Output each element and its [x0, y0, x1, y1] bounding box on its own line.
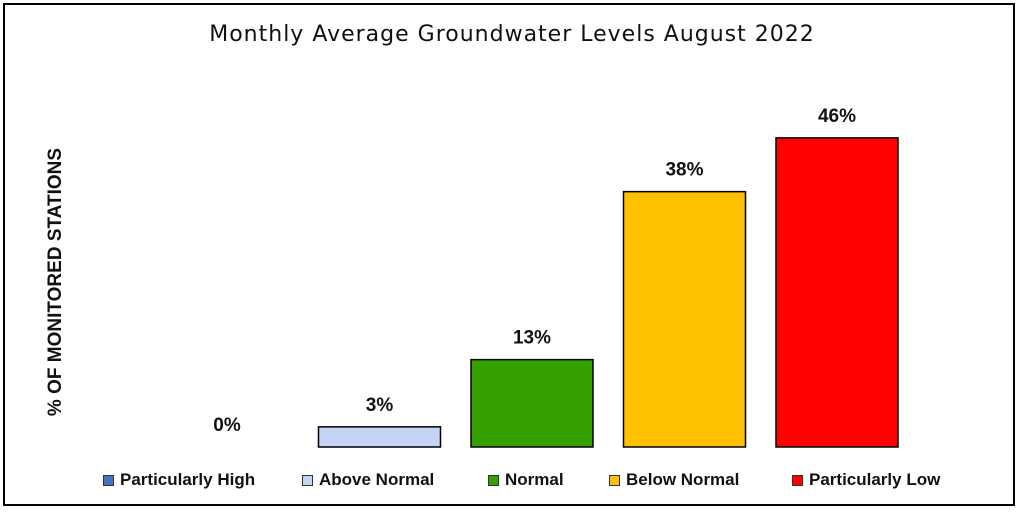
- chart-title: Monthly Average Groundwater Levels Augus…: [209, 22, 815, 47]
- legend-item-normal: Normal: [488, 470, 564, 490]
- legend-item-particularly-low: Particularly Low: [792, 470, 940, 490]
- bar-below-normal: [622, 190, 747, 448]
- legend-swatch: [302, 474, 313, 486]
- data-label-particularly-high: 0%: [213, 415, 241, 436]
- data-label-normal: 13%: [513, 328, 551, 349]
- legend-item-below-normal: Below Normal: [609, 470, 739, 490]
- data-label-below-normal: 38%: [665, 160, 703, 181]
- legend-label: Above Normal: [319, 470, 435, 489]
- bar-above-normal: [317, 426, 442, 448]
- legend-swatch: [792, 474, 803, 486]
- legend-label: Below Normal: [626, 470, 740, 489]
- legend-label: Particularly Low: [809, 470, 941, 489]
- legend: Particularly High Above Normal Normal Below…: [0, 470, 1024, 498]
- bar-normal: [470, 358, 594, 448]
- data-label-particularly-low: 46%: [818, 106, 856, 127]
- legend-item-particularly-high: Particularly High: [103, 470, 255, 490]
- legend-swatch: [488, 474, 499, 486]
- legend-swatch: [609, 474, 620, 486]
- legend-label: Normal: [505, 470, 564, 489]
- legend-swatch: [103, 474, 114, 486]
- bar-particularly-low: [775, 137, 899, 448]
- legend-item-above-normal: Above Normal: [302, 470, 434, 490]
- data-label-above-normal: 3%: [366, 395, 394, 416]
- legend-label: Particularly High: [120, 470, 256, 489]
